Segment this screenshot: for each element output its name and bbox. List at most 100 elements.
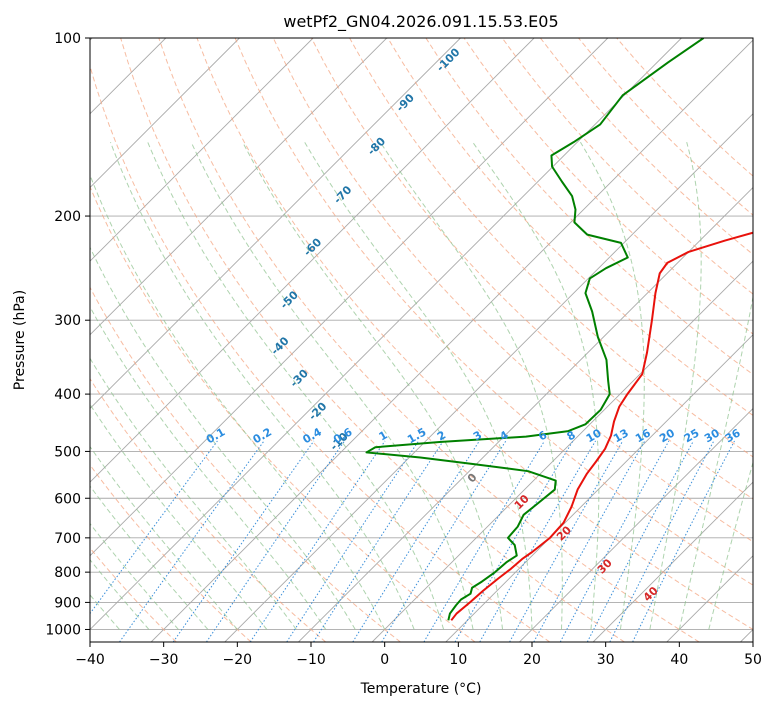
x-tick-label: 0 xyxy=(380,652,389,668)
moist-adiabat-label: 10 xyxy=(512,492,532,512)
moist-adiabat-line xyxy=(90,403,268,630)
x-tick-label: −10 xyxy=(296,652,326,668)
x-tick-label: −20 xyxy=(223,652,253,668)
isotherm-line xyxy=(90,38,535,483)
y-tick-label: 1000 xyxy=(45,622,81,638)
mixing-ratio-label: 10 xyxy=(584,426,604,445)
dry-adiabat-line xyxy=(196,38,753,631)
mixing-ratio-line xyxy=(609,440,715,642)
dry-adiabat-line xyxy=(90,377,327,642)
y-tick-label: 400 xyxy=(54,387,81,403)
mixing-ratio-line xyxy=(313,440,444,642)
dry-adiabat-line xyxy=(463,38,753,335)
isotherm-line xyxy=(740,628,753,642)
mixing-ratio-label: 20 xyxy=(657,426,677,445)
dry-adiabat-line xyxy=(539,38,753,256)
moist-adiabat-line xyxy=(90,305,327,630)
dry-adiabat-label: -90 xyxy=(394,91,417,114)
mixing-ratio-label: 0.1 xyxy=(204,425,227,446)
moist-adiabat-line xyxy=(90,246,356,630)
y-tick-label: 900 xyxy=(54,595,81,611)
isotherm-line xyxy=(90,38,388,336)
moist-adiabat-line xyxy=(147,141,445,630)
mixing-ratio-line xyxy=(172,440,315,642)
mixing-ratio-label: 1 xyxy=(377,428,390,443)
mixing-ratio-line xyxy=(119,440,265,642)
mixing-ratio-label: 25 xyxy=(682,426,702,445)
isotherm-line xyxy=(224,113,753,642)
isotherm-line xyxy=(90,38,314,262)
mixing-ratio-label: 0.4 xyxy=(300,425,324,446)
isotherm-line xyxy=(150,39,753,642)
y-axis-label: Pressure (hPa) xyxy=(12,290,28,390)
dry-adiabat-line xyxy=(616,38,753,177)
dry-adiabat-line xyxy=(120,38,625,642)
dry-adiabat-line xyxy=(234,38,753,586)
isotherm-line xyxy=(90,38,240,189)
moist-adiabat-label: 0 xyxy=(465,470,480,485)
y-tick-label: 100 xyxy=(54,31,81,47)
dewpoint-profile-line xyxy=(365,38,705,621)
x-tick-label: 10 xyxy=(449,652,467,668)
y-axis: 1000 900 800 700 600 500 400 300 200 100 xyxy=(45,31,90,638)
dry-adiabat-label: -50 xyxy=(278,288,301,311)
isotherm-line xyxy=(90,38,682,631)
moist-adiabat-label: 30 xyxy=(595,556,615,576)
moist-adiabat-line xyxy=(304,141,533,630)
moist-adiabat-line xyxy=(472,141,600,630)
mixing-ratio-line xyxy=(559,440,670,642)
mixing-ratio-label: 3 xyxy=(471,428,484,443)
x-tick-label: 40 xyxy=(670,652,688,668)
dry-adiabat-label: -70 xyxy=(331,183,354,206)
moist-adiabat-line xyxy=(90,558,150,630)
moist-adiabat-line xyxy=(190,141,474,630)
isotherm-line xyxy=(371,260,753,642)
y-tick-label: 500 xyxy=(54,444,81,460)
moist-adiabat-line xyxy=(90,485,209,630)
dry-adiabat-line xyxy=(425,38,753,376)
mixing-ratio-line xyxy=(206,440,345,642)
moist-adiabat-line xyxy=(649,142,702,630)
mixing-ratio-label: 13 xyxy=(611,426,631,445)
dry-adiabat-label: -40 xyxy=(268,334,291,357)
dry-adiabat-label: -100 xyxy=(434,45,463,74)
dry-adiabat-label: -80 xyxy=(365,135,388,158)
isotherm-line xyxy=(666,555,753,642)
isotherm-line xyxy=(592,481,753,642)
dry-adiabat-line xyxy=(90,547,177,642)
moist-adiabat-line xyxy=(90,445,238,630)
mixing-ratio-line xyxy=(249,440,386,642)
dry-adiabat-line xyxy=(90,64,551,642)
x-tick-label: −40 xyxy=(75,652,105,668)
dry-adiabat-label: -20 xyxy=(306,400,329,423)
mixing-ratio-line xyxy=(454,440,574,642)
y-tick-label: 200 xyxy=(54,209,81,225)
x-axis-label: Temperature (°C) xyxy=(360,681,482,697)
dry-adiabat-label: -30 xyxy=(288,367,311,390)
moist-adiabat-label: 20 xyxy=(554,523,574,543)
moist-adiabat-line xyxy=(708,460,753,630)
isotherm-line xyxy=(90,38,461,410)
y-tick-label: 700 xyxy=(54,531,81,547)
x-axis: −40 −30 −20 −10 0 10 20 30 40 50 xyxy=(75,642,762,668)
y-tick-label: 600 xyxy=(54,491,81,507)
mixing-ratio-line xyxy=(533,440,646,642)
mixing-ratio-line xyxy=(586,440,694,642)
chart-title: wetPf2_GN04.2026.091.15.53.E05 xyxy=(283,12,558,32)
mixing-ratio-label: 36 xyxy=(723,426,743,445)
plot-area: -100-90-80-70-60-50-40-30-20-100.1 0.2 0.4… xyxy=(90,38,753,642)
y-tick-label: 300 xyxy=(54,313,81,329)
temperature-profile-line xyxy=(450,231,753,621)
mixing-ratio-line xyxy=(479,440,596,642)
plot-frame xyxy=(89,37,754,643)
dry-adiabat-line xyxy=(90,185,476,642)
mixing-ratio-label: 0.6 xyxy=(331,425,355,446)
mixing-ratio-line xyxy=(381,440,507,642)
mixing-ratio-label: 8 xyxy=(565,428,578,443)
dry-adiabat-line xyxy=(272,38,753,543)
x-tick-label: −30 xyxy=(149,652,179,668)
dry-adiabat-label: -60 xyxy=(301,235,324,258)
y-tick-label: 800 xyxy=(54,565,81,581)
isotherm-line xyxy=(90,38,609,557)
